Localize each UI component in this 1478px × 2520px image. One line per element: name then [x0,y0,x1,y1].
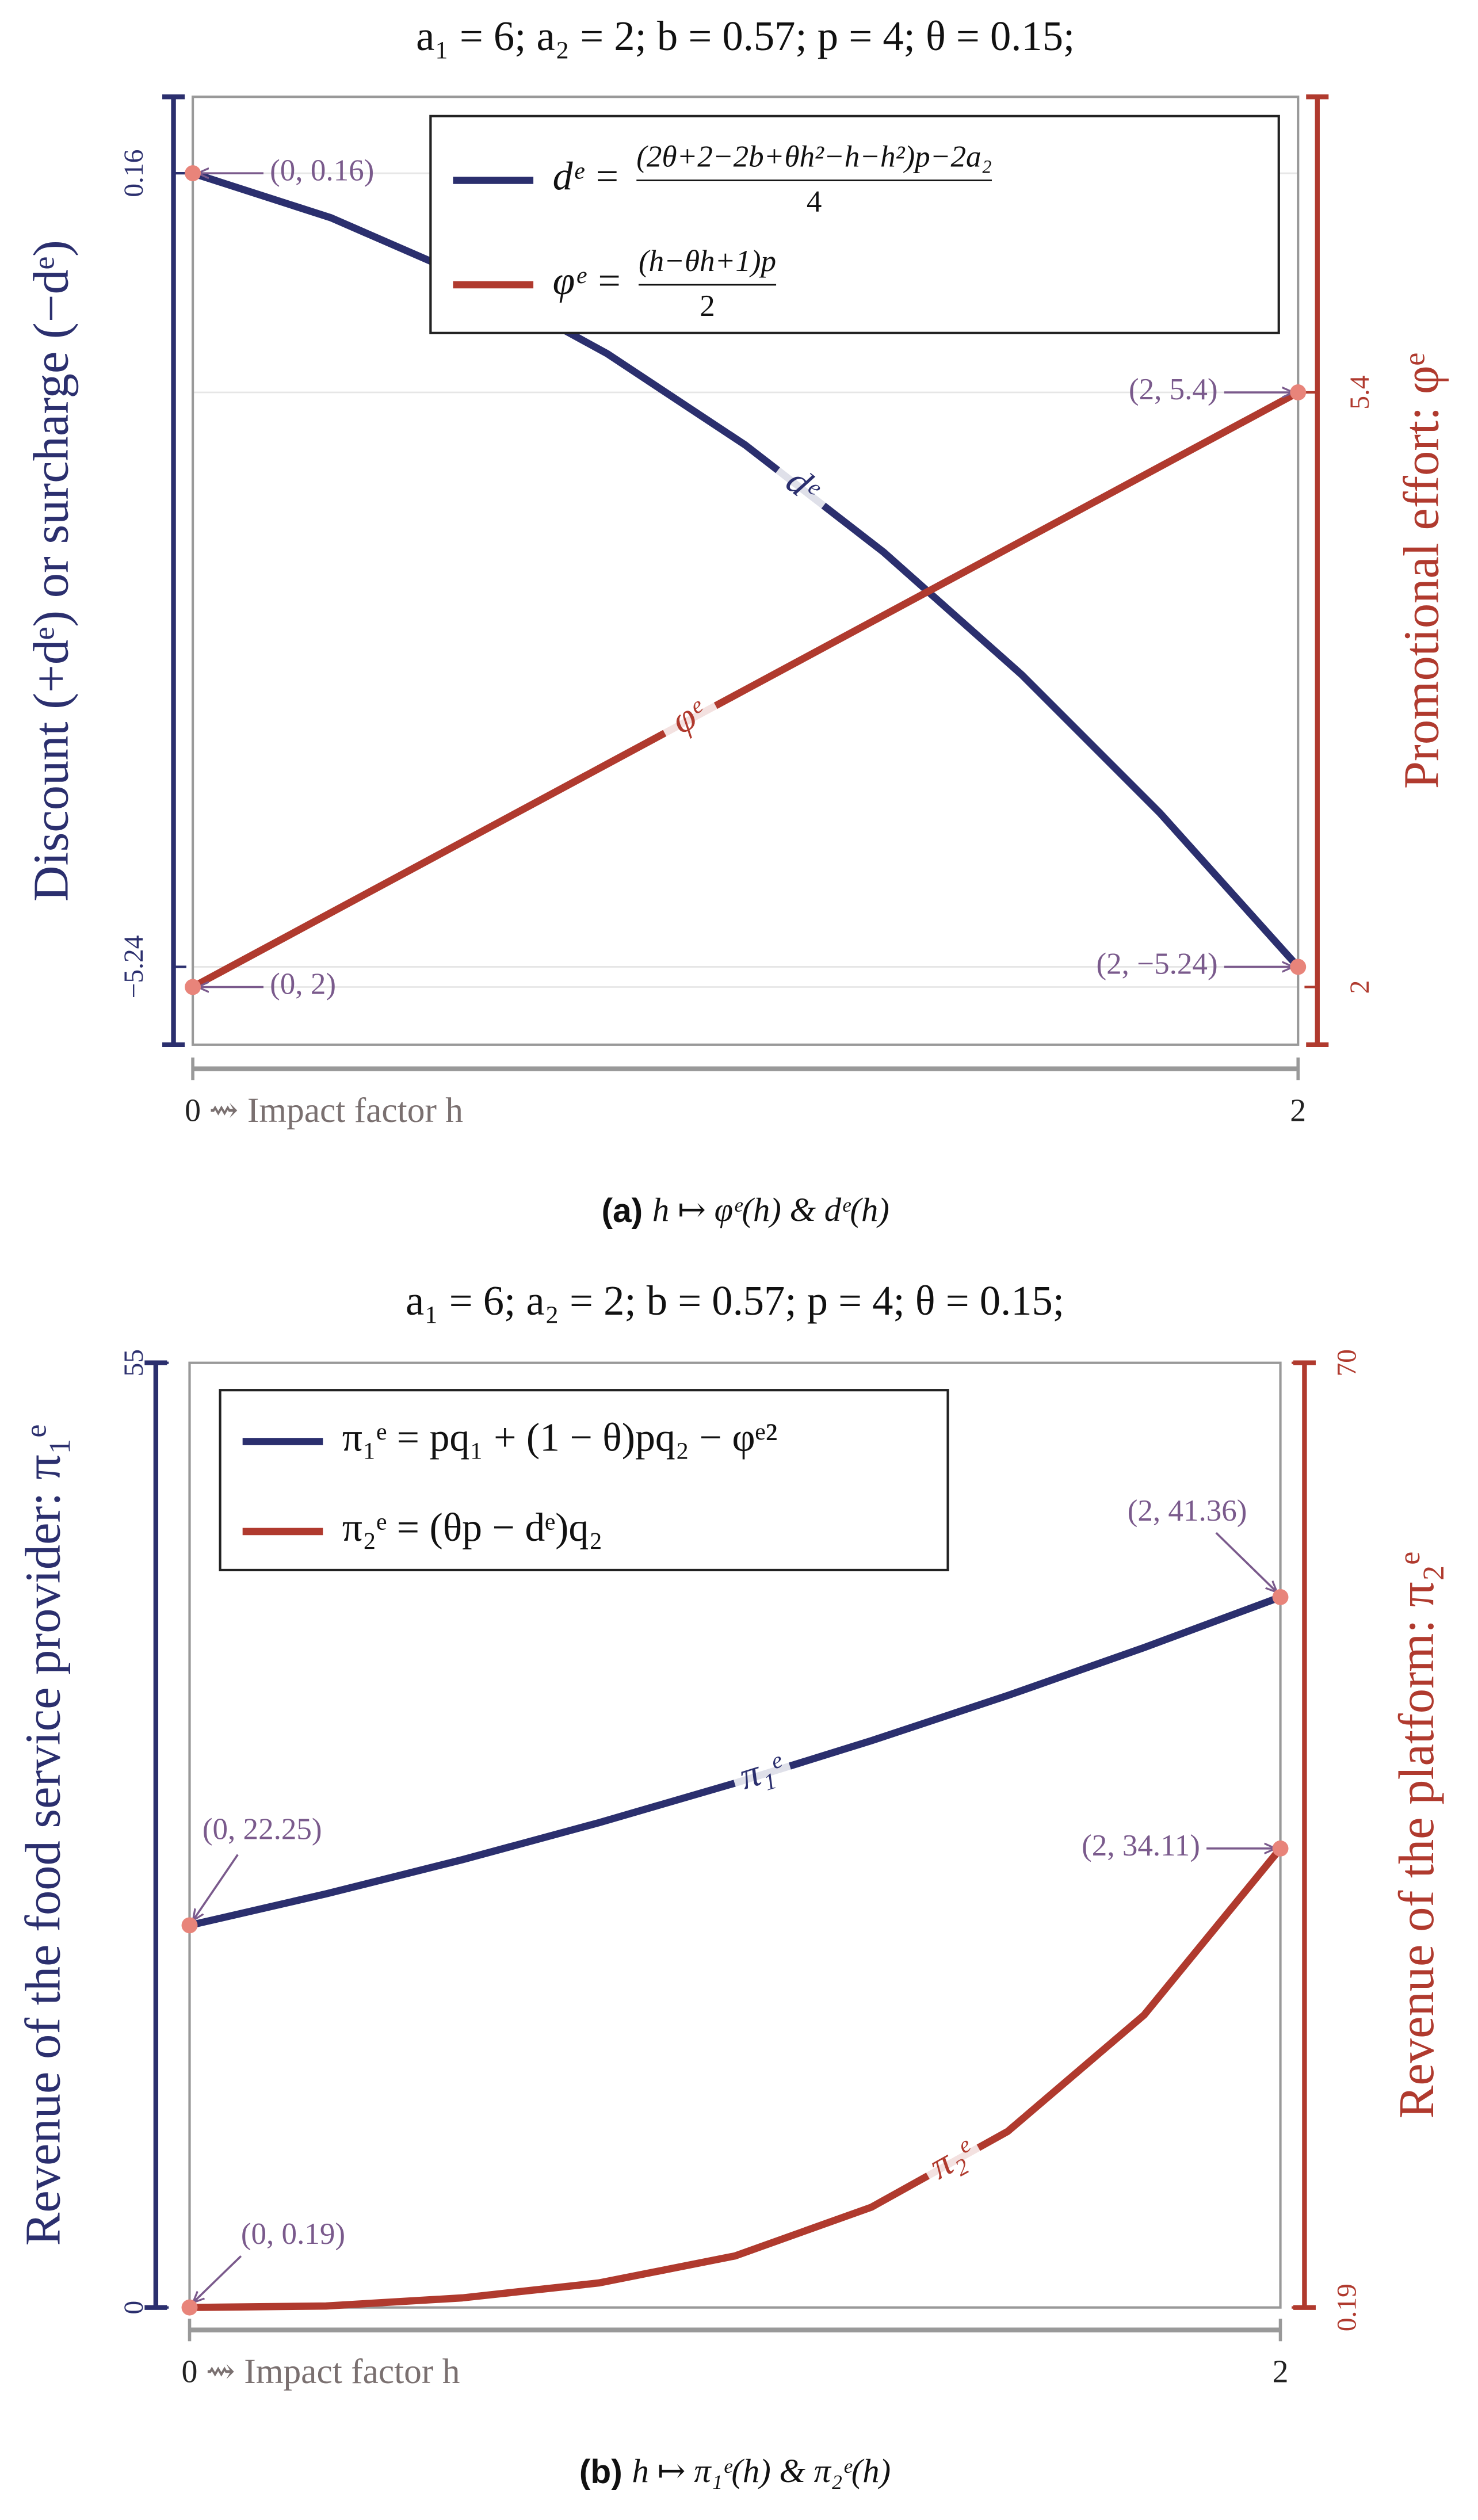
legend-box [429,114,1280,334]
legend-numerator: (2θ+2−2b+θh²−h−h²)p−2a₂ [636,140,992,173]
annotation-label: (0, 0.16) [270,154,374,187]
annotation-label: (0, 2) [270,968,336,1001]
x-axis-label: ⇝ Impact factor h [205,2352,460,2391]
y-tick-label: 55 [119,1349,149,1376]
y2-axis-label: Revenue of the platform: π₂ᵉ [1389,1552,1444,2118]
annotation-point [181,1917,198,1934]
chart-title: a₁ = 6; a₂ = 2; b = 0.57; p = 4; θ = 0.1… [416,13,1075,59]
y2-tick-label: 2 [1345,980,1375,994]
label-background [765,453,837,522]
annotation-point [185,165,201,182]
annotation-point [1290,384,1307,400]
annotation-label: (2, 41.36) [1128,1494,1247,1528]
annotation-arrow [1215,1532,1277,1592]
series-line [192,170,1301,969]
legend-denominator: 4 [807,185,822,219]
label-background [728,1746,796,1804]
legend-label: φᵉ = [553,259,622,303]
annotation-point [181,2299,198,2316]
label-background [918,2129,989,2194]
x-axis-label: ⇝ Impact factor h [209,1091,463,1130]
label-background [655,687,726,752]
y-tick-label: −5.24 [119,936,149,999]
y-axis-label: Revenue of the food service provider: π₁… [16,1425,71,2246]
y2-tick-label: 70 [1332,1349,1362,1376]
annotation-label: (2, −5.24) [1096,948,1217,981]
caption: (a) h ↦ φᵉ(h) & dᵉ(h) [602,1191,889,1230]
y-axis-label: Discount (+dᵉ) or surcharge (−dᵉ) [24,240,79,902]
x-tick-label: 0 [182,2354,198,2390]
annotation-label: (0, 22.25) [203,1813,322,1846]
legend-label: π₁ᵉ = pq₁ + (1 − θ)pq₂ − φᵉ² [342,1416,778,1460]
caption-text: h ↦ π₁ᵉ(h) & π₂ᵉ(h) [632,2453,891,2490]
legend-label: dᵉ = [553,155,621,199]
legend-numerator: (h−θh+1)p [639,245,776,278]
y-tick-label: 0 [119,2301,149,2315]
chart-title: a₁ = 6; a₂ = 2; b = 0.57; p = 4; θ = 0.1… [406,1277,1064,1324]
annotation-point [185,979,201,995]
y2-tick-label: 0.19 [1332,2284,1362,2331]
annotation-point [1272,1840,1289,1857]
subplot: a₁ = 6; a₂ = 2; b = 0.57; p = 4; θ = 0.1… [24,13,1449,1230]
legend-label: π₂ᵉ = (θp − dᵉ)q₂ [342,1506,603,1550]
legend-denominator: 2 [700,289,715,323]
annotation-point [1290,959,1307,975]
caption-tag: (a) [602,1193,643,1230]
y2-tick-label: 5.4 [1345,375,1375,409]
caption-text: h ↦ φᵉ(h) & dᵉ(h) [652,1191,889,1228]
series-line [189,1594,1282,1929]
annotation-point [1272,1589,1289,1605]
annotation-arrow [193,1854,239,1920]
annotation-label: (2, 5.4) [1129,373,1218,406]
x-tick-label: 2 [1290,1093,1306,1129]
y-tick-label: 0.16 [119,150,149,197]
subplot: a₁ = 6; a₂ = 2; b = 0.57; p = 4; θ = 0.1… [16,1277,1444,2491]
annotation-label: (0, 0.19) [241,2217,345,2251]
plot-frame [191,96,1300,1046]
x-tick-label: 0 [185,1093,201,1129]
y2-axis-label: Promotional effort: φᵉ [1394,353,1449,789]
plot-frame [188,1361,1282,2309]
legend-box [219,1389,949,1572]
annotation-arrow [193,2255,242,2303]
annotation-label: (2, 34.11) [1082,1829,1200,1862]
series-line [191,389,1300,991]
caption: (b) h ↦ π₁ᵉ(h) & π₂ᵉ(h) [579,2453,891,2491]
x-tick-label: 2 [1273,2354,1289,2390]
caption-tag: (b) [579,2454,622,2491]
series-line [189,1846,1284,2311]
